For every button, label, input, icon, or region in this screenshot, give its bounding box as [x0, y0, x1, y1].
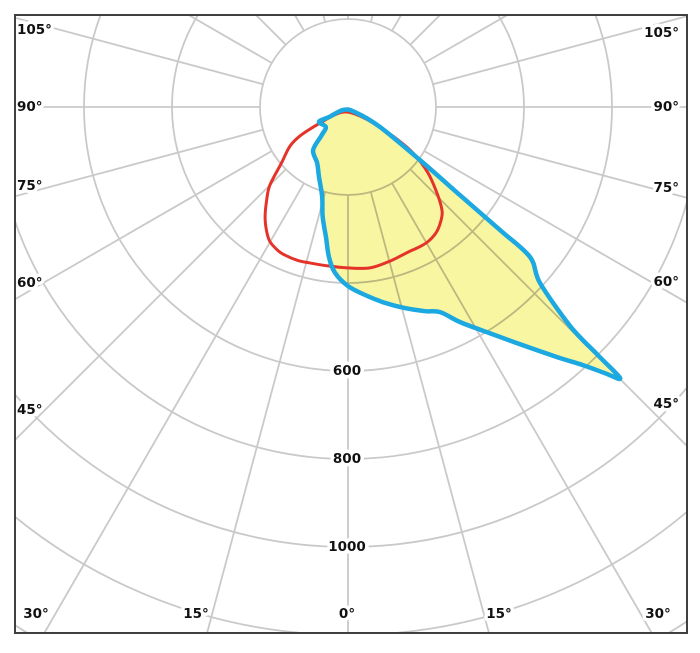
grid-ray-75deg: [432, 128, 687, 199]
angle-label-bottom-4: 30°: [645, 606, 671, 622]
grid-ray-255deg: [15, 16, 264, 86]
angle-label-right-75: 75°: [653, 180, 679, 196]
angle-label-left-75: 75°: [17, 178, 43, 194]
angle-label-left-90: 90°: [17, 99, 43, 115]
grid-ray-285deg: [15, 128, 264, 198]
grid-ray-315deg: [0, 169, 286, 636]
radius-label-800: 800: [333, 451, 361, 467]
grid-ray-105deg: [433, 0, 700, 84]
grid-ray-30deg: [391, 182, 621, 379]
plot-frame: [14, 14, 688, 634]
grid-ray-105deg: [432, 15, 687, 86]
grid-ray-345deg: [206, 191, 327, 633]
angle-label-right-45: 45°: [653, 396, 679, 412]
grid-ray-60deg: [423, 150, 687, 304]
angle-label-right-90: 90°: [653, 99, 679, 115]
angle-label-bottom-2: 0°: [339, 606, 355, 622]
grid-ray-195deg: [154, 0, 325, 22]
red-curve: [263, 110, 444, 270]
grid-ray-255deg: [0, 0, 263, 84]
grid-ray-315deg: [15, 168, 287, 442]
radius-label-1000: 1000: [328, 539, 366, 555]
angle-label-left-105: 105°: [17, 22, 52, 38]
beam-area-fill: [313, 109, 621, 379]
grid-ray-330deg: [0, 183, 304, 653]
angle-label-right-60: 60°: [653, 274, 679, 290]
grid-ray-330deg: [43, 182, 305, 633]
angle-label-left-60: 60°: [17, 275, 43, 291]
grid-ray-15deg: [369, 191, 543, 379]
radius-label-600: 600: [333, 363, 361, 379]
angle-label-right-105: 105°: [644, 25, 679, 41]
angle-label-bottom-1: 15°: [183, 606, 209, 622]
grid-ray-165deg: [371, 0, 542, 22]
grid-ray-195deg: [322, 15, 327, 23]
grid-ray-300deg: [0, 151, 272, 481]
blue-curve: [310, 107, 623, 382]
grid-ray-45deg: [409, 168, 621, 379]
grid-ray-165deg: [369, 15, 374, 23]
angle-label-left-45: 45°: [17, 402, 43, 418]
angle-label-bottom-0: 30°: [23, 606, 49, 622]
grid-ray-300deg: [15, 150, 273, 301]
angle-label-bottom-3: 15°: [486, 606, 512, 622]
